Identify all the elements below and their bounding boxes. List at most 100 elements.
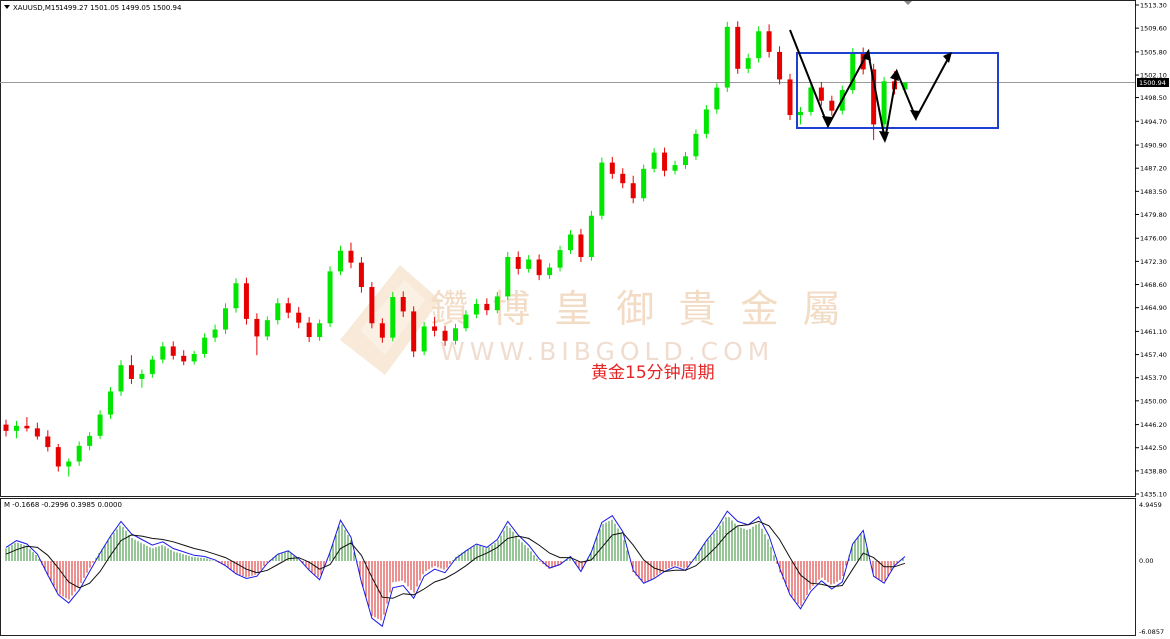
candle-body — [735, 26, 741, 69]
candle-body — [473, 303, 479, 315]
candle-body — [567, 234, 573, 251]
candle-body — [108, 391, 114, 415]
candle-body — [212, 329, 218, 338]
macd-line — [5, 510, 906, 628]
price-tick-label: 1498.50 — [1140, 94, 1167, 102]
price-tick-label: 1472.30 — [1140, 258, 1167, 266]
price-tick-label: 1435.10 — [1140, 491, 1167, 499]
candle-body — [724, 26, 730, 88]
watermark-cn-text: 鑽 博 皇 御 貴 金 屬 — [430, 287, 846, 331]
price-tick-label: 1438.80 — [1140, 467, 1167, 475]
candle-body — [777, 51, 783, 80]
candle-body — [871, 69, 877, 125]
signal-line — [5, 520, 906, 599]
price-tick-label: 1509.60 — [1140, 25, 1167, 33]
candle-body — [693, 133, 699, 157]
price-tick-label: 1453.70 — [1140, 374, 1167, 382]
price-tick-label: 1442.50 — [1140, 444, 1167, 452]
indicator-scale-zero: 0.00 — [1139, 557, 1153, 565]
price-pane-frame — [0, 0, 1136, 497]
candle-body — [66, 461, 72, 467]
candle-body — [24, 425, 30, 429]
candle-body — [202, 337, 208, 354]
arrow-head-4-icon — [890, 69, 899, 81]
candle-body — [118, 365, 124, 392]
indicator-scale-top: 4.9459 — [1139, 501, 1162, 509]
ohlc-label: 1499.27 1501.05 1499.05 1500.94 — [59, 4, 182, 12]
candle-body — [128, 365, 134, 379]
candle-body — [902, 82, 908, 90]
price-tick-label: 1505.80 — [1140, 48, 1167, 56]
candle-body — [515, 257, 521, 269]
watermark-en-text: WWW.BIBGOLD.COM — [440, 337, 774, 366]
period-annotation: 黄金15分钟周期 — [591, 363, 715, 383]
candle-body — [641, 168, 647, 199]
candle-body — [411, 311, 417, 352]
candle-body — [682, 156, 688, 166]
shift-marker-icon[interactable] — [904, 1, 912, 5]
price-tick-label: 1487.20 — [1140, 165, 1167, 173]
candle-body — [609, 162, 615, 174]
candle-body — [369, 287, 375, 324]
candle-body — [390, 297, 396, 338]
candle-body — [808, 87, 814, 112]
candle-body — [191, 353, 197, 362]
candle-body — [494, 296, 500, 311]
collapse-triangle-icon[interactable] — [4, 5, 10, 9]
arrow-head-1-icon — [822, 116, 832, 128]
candle-body — [672, 165, 678, 171]
candle-body — [285, 303, 291, 313]
candle-body — [881, 81, 887, 125]
candle-body — [630, 183, 636, 199]
price-tick-label: 1468.60 — [1140, 281, 1167, 289]
candle-body — [254, 318, 260, 337]
candle-body — [358, 262, 364, 288]
candle-body — [797, 111, 803, 116]
candle-body — [536, 259, 542, 276]
candle-body — [76, 445, 82, 462]
candle-body — [306, 322, 312, 338]
arrow-heads — [822, 49, 952, 143]
candle-body — [557, 250, 563, 268]
candle-body — [432, 326, 438, 331]
symbol-label: XAUUSD,M15 — [13, 4, 60, 12]
current-price-text: 1500.94 — [1139, 79, 1166, 87]
candle-body — [442, 330, 448, 341]
candle-body — [421, 326, 427, 352]
candle-body — [45, 436, 51, 448]
candle-body — [620, 173, 626, 184]
price-tick-label: 1450.00 — [1140, 397, 1167, 405]
candle-body — [170, 346, 176, 356]
candle-body — [55, 447, 61, 467]
price-tick-label: 1483.50 — [1140, 188, 1167, 196]
candle-body — [296, 312, 302, 323]
price-tick-label: 1476.00 — [1140, 235, 1167, 243]
indicator-header: M -0.1668 -0.2996 0.3985 0.0000 — [4, 501, 122, 509]
candle-body — [149, 359, 155, 374]
candle-body — [34, 428, 40, 437]
candle-body — [87, 435, 93, 446]
candle-body — [379, 323, 385, 338]
candle-body — [264, 320, 270, 337]
candle-body — [766, 31, 772, 52]
candle-body — [463, 314, 469, 329]
candle-body — [505, 257, 511, 297]
candle-body — [243, 283, 249, 319]
indicator-pane-frame — [0, 498, 1136, 636]
candle-body — [651, 152, 657, 169]
candle-body — [599, 162, 605, 216]
candle-body — [338, 250, 344, 272]
watermark: 鑽 博 皇 御 貴 金 屬 WWW.BIBGOLD.COM — [340, 265, 846, 375]
price-tick-label: 1513.30 — [1140, 2, 1167, 10]
candle-body — [97, 414, 103, 436]
price-tick-label: 1457.40 — [1140, 351, 1167, 359]
arrow-head-5-icon — [910, 110, 920, 121]
candle-body — [829, 100, 835, 111]
candle-body — [850, 53, 856, 91]
candle-body — [3, 424, 9, 431]
candle-body — [818, 87, 824, 101]
candle-body — [139, 373, 145, 379]
price-tick-label: 1494.70 — [1140, 118, 1167, 126]
candle-body — [745, 58, 751, 69]
